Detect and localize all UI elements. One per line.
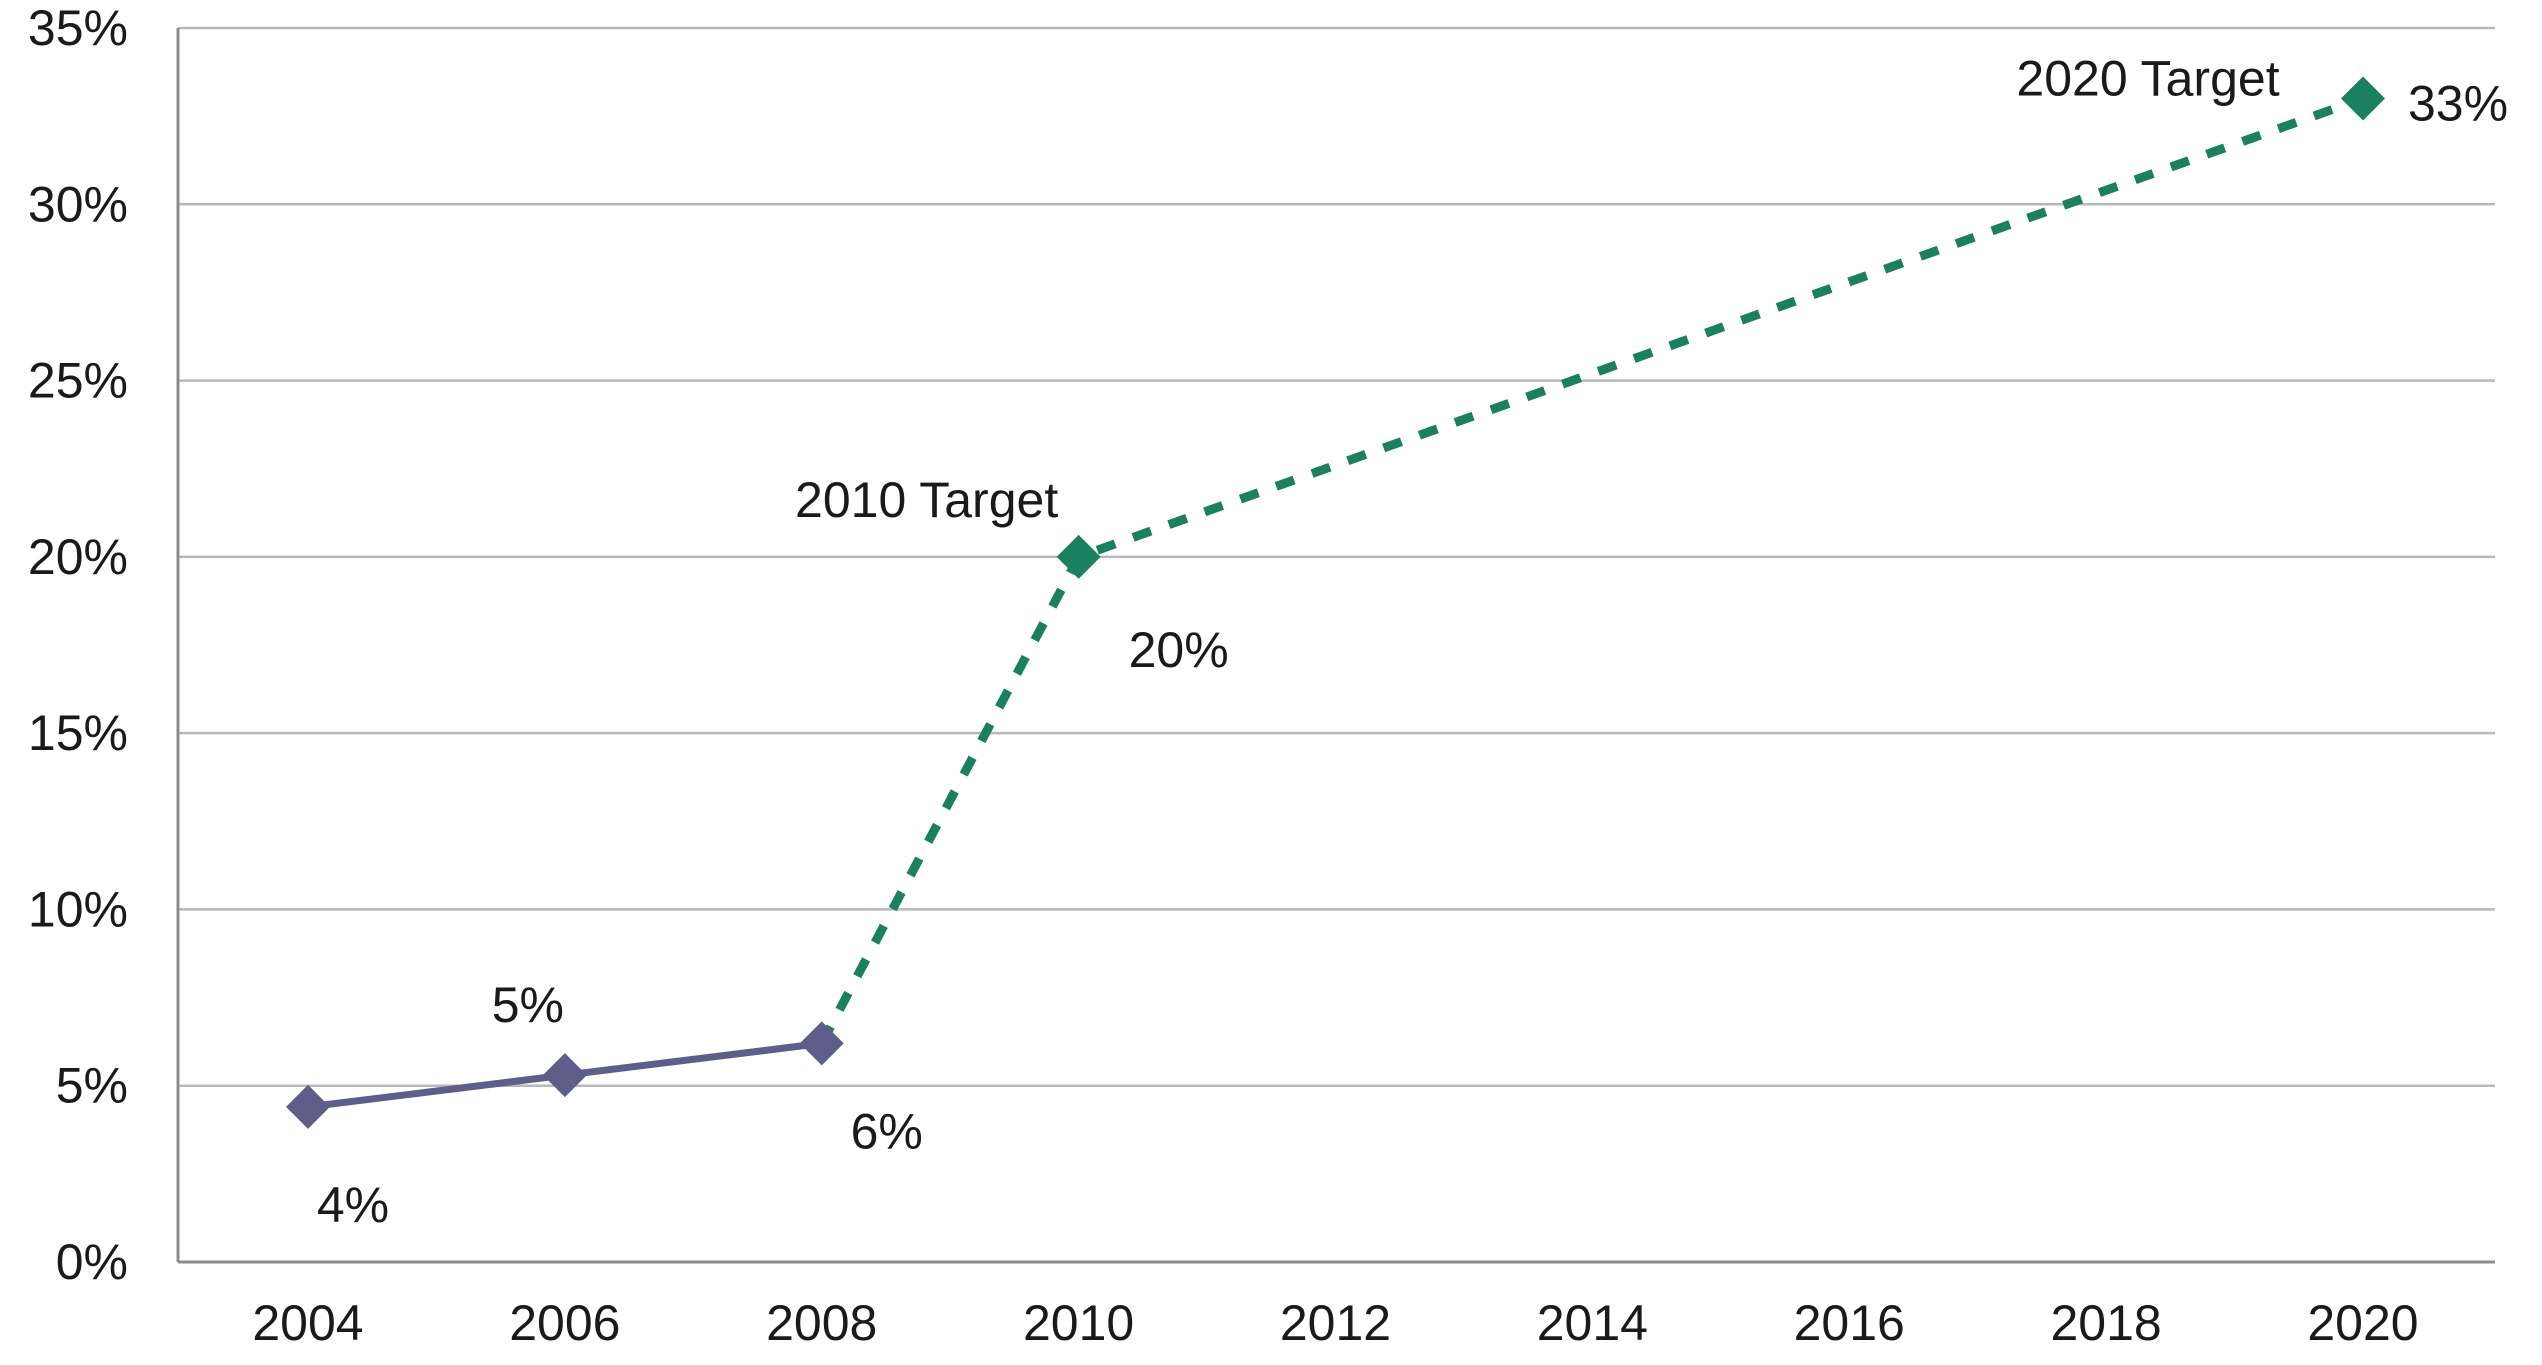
markers-group (286, 76, 2385, 1129)
data-labels-group: 4% 5% 6% 20% 33% (317, 76, 2508, 1233)
data-label-2020: 33% (2408, 76, 2508, 132)
data-point-2020-series-2 (2341, 76, 2385, 121)
data-label-2004: 4% (317, 1177, 389, 1233)
grid-lines (178, 26, 2495, 1087)
y-tick-label-0: 0% (56, 1234, 128, 1290)
y-tick-label-15: 15% (28, 705, 128, 761)
data-label-2010: 20% (1129, 622, 1229, 678)
y-axis-tick-labels: 0% 5% 10% 15% 20% 25% 30% 35% (28, 0, 128, 1290)
x-tick-label-2018: 2018 (2051, 1295, 2162, 1351)
data-point-2010-series-2 (1056, 534, 1101, 579)
x-axis-tick-labels: 2004 2006 2008 2010 2012 2014 2016 2018 2020 (252, 1295, 2418, 1351)
x-tick-label-2020: 2020 (2307, 1295, 2418, 1351)
annotation-2020-target: 2020 Target (2016, 51, 2279, 107)
x-tick-label-2006: 2006 (509, 1295, 620, 1351)
series-line-2 (817, 94, 2365, 1046)
x-tick-label-2016: 2016 (1794, 1295, 1905, 1351)
data-point-2008-series-1 (799, 1021, 844, 1066)
y-tick-label-30: 30% (28, 176, 128, 232)
y-tick-label-20: 20% (28, 529, 128, 585)
series-group (307, 94, 2365, 1111)
data-point-2006-series-1 (542, 1053, 587, 1098)
x-tick-label-2012: 2012 (1280, 1295, 1391, 1351)
annotation-2010-target: 2010 Target (795, 472, 1058, 528)
y-tick-label-35: 35% (28, 0, 128, 56)
data-label-2008: 6% (851, 1103, 923, 1159)
annotations-group: 2010 Target 2020 Target (795, 51, 2280, 528)
x-tick-label-2008: 2008 (766, 1295, 877, 1351)
x-tick-label-2004: 2004 (252, 1295, 363, 1351)
data-point-2004-series-1 (286, 1084, 330, 1129)
x-tick-label-2010: 2010 (1023, 1295, 1134, 1351)
y-tick-label-5: 5% (56, 1058, 128, 1114)
y-tick-label-25: 25% (28, 353, 128, 409)
data-label-2006: 5% (492, 977, 564, 1033)
x-tick-label-2014: 2014 (1537, 1295, 1648, 1351)
axes (176, 28, 2495, 1264)
y-tick-label-10: 10% (28, 881, 128, 937)
